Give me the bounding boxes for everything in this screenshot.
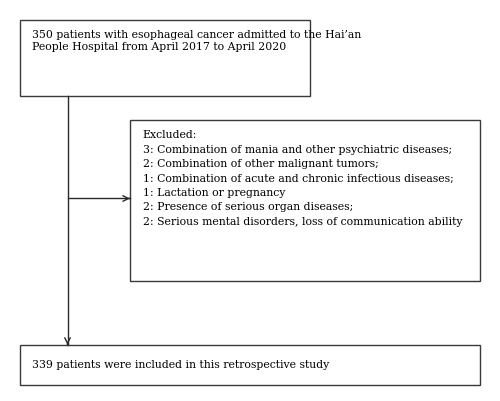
Text: 350 patients with esophageal cancer admitted to the Hai’an
People Hospital from : 350 patients with esophageal cancer admi… <box>32 30 362 52</box>
Text: Excluded:
3: Combination of mania and other psychiatric diseases;
2: Combination: Excluded: 3: Combination of mania and ot… <box>142 130 462 227</box>
Bar <box>20 20 310 96</box>
Bar <box>130 120 480 281</box>
Bar <box>20 345 480 385</box>
Text: 339 patients were included in this retrospective study: 339 patients were included in this retro… <box>32 360 330 370</box>
